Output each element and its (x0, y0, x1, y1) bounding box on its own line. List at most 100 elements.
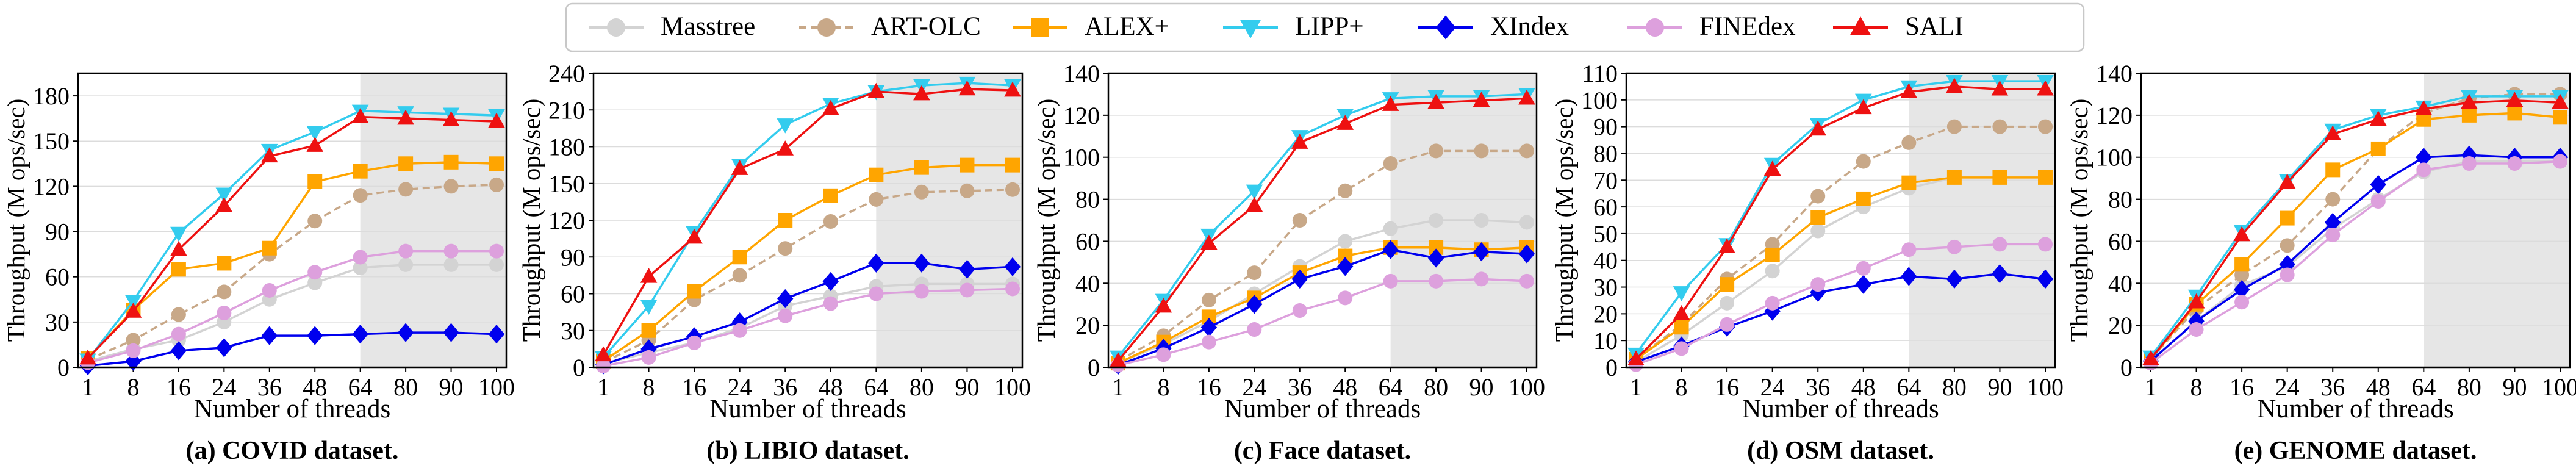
data-point (2325, 162, 2341, 178)
series-line (87, 110, 497, 361)
x-tick-label: 16 (1715, 373, 1739, 401)
chart-title: (c) Face dataset. (1234, 437, 1411, 465)
x-axis-label: Number of threads (1224, 395, 1421, 423)
data-point (488, 112, 505, 128)
data-point (913, 253, 930, 273)
legend: Masstree ART-OLC ALEX+ LIPP+ XIndex FINEdex SA… (565, 2, 2085, 52)
data-point (352, 325, 368, 344)
x-tick-label: 80 (1424, 373, 1448, 401)
y-tick-label: 50 (1593, 220, 1618, 248)
x-tick-label: 64 (1896, 373, 1921, 401)
y-tick-label: 20 (1593, 300, 1618, 328)
series-line (1118, 149, 1527, 362)
y-tick-label: 10 (1593, 327, 1618, 354)
data-point (641, 323, 656, 338)
series-line (1117, 93, 1527, 358)
data-point (1338, 234, 1353, 249)
series-line (1635, 125, 2045, 361)
series-line (2150, 99, 2561, 360)
data-point (1720, 295, 1735, 311)
data-point (260, 147, 278, 163)
data-point (1474, 213, 1489, 228)
series-line (603, 189, 1013, 364)
data-point (1720, 277, 1735, 292)
data-point (2553, 110, 2567, 125)
data-point (171, 307, 186, 322)
y-tick-label: 40 (1075, 270, 1100, 297)
data-point (913, 85, 930, 101)
data-point (170, 341, 187, 361)
data-point (2507, 156, 2522, 171)
data-point (443, 243, 459, 259)
data-point (777, 289, 794, 309)
y-tick-label: 110 (1582, 60, 1618, 87)
x-tick-label: 24 (728, 373, 752, 401)
data-point (1247, 322, 1262, 337)
data-point (2325, 228, 2341, 243)
data-point (262, 282, 277, 298)
x-tick-label: 24 (2275, 373, 2300, 401)
data-point (1383, 221, 1398, 236)
legend-item-xindex: XIndex (1418, 12, 1569, 41)
data-point (1473, 92, 1490, 107)
y-tick-label: 90 (561, 243, 585, 271)
data-point (1674, 341, 1689, 356)
x-axis-label: Number of threads (194, 395, 390, 423)
data-point (1429, 273, 1444, 289)
x-tick-label: 90 (1987, 373, 2012, 401)
x-tick-label: 1 (2145, 373, 2157, 401)
data-point (1338, 183, 1353, 198)
data-point (1005, 182, 1020, 197)
x-axis-label: Number of threads (1742, 395, 1939, 423)
x-tick-label: 90 (2502, 373, 2527, 401)
y-tick-label: 0 (573, 354, 585, 381)
data-point (1673, 304, 1690, 320)
data-point (1383, 273, 1398, 289)
legend-marker (1240, 20, 1261, 38)
data-point (1429, 213, 1444, 228)
data-point (171, 262, 186, 277)
data-point (1382, 96, 1399, 111)
x-tick-label: 16 (167, 373, 191, 401)
legend-item-sali: SALI (1833, 12, 1964, 41)
data-point (914, 284, 929, 299)
data-point (914, 160, 929, 175)
data-point (959, 259, 975, 279)
data-point (1674, 320, 1689, 335)
x-tick-label: 8 (2190, 373, 2203, 401)
data-point (1855, 275, 1871, 294)
shaded-region (1909, 73, 2055, 367)
data-point (1246, 184, 1263, 200)
series-line (1635, 176, 2045, 361)
data-point (79, 349, 96, 365)
data-point (217, 256, 232, 271)
data-point (914, 184, 929, 200)
x-axis-label: Number of threads (709, 395, 906, 423)
data-point (353, 260, 368, 275)
data-point (171, 326, 186, 342)
series-sali (1110, 89, 1535, 367)
x-tick-label: 1 (597, 373, 609, 401)
data-point (1901, 242, 1917, 257)
series-line (602, 88, 1013, 356)
data-point (1810, 223, 1826, 239)
data-point (306, 137, 324, 152)
data-point (2280, 210, 2295, 226)
data-point (353, 164, 368, 179)
data-point (1005, 157, 1020, 173)
y-tick-label: 210 (548, 96, 585, 124)
chart-panel-1: 0 30 60 90 120 150 180 1 8 16 24 36 48 64 80 90 100 Throu… (2, 72, 515, 465)
data-point (124, 303, 142, 318)
data-point (2189, 322, 2204, 337)
x-tick-label: 64 (2411, 373, 2436, 401)
x-tick-label: 100 (1509, 373, 1545, 401)
plot-frame (1107, 72, 1538, 369)
y-tick-label: 80 (1593, 140, 1618, 167)
data-point (1337, 257, 1354, 276)
data-point (2461, 107, 2477, 123)
legend-marker (607, 18, 625, 37)
y-axis-label: Throughput (M ops/sec) (517, 99, 545, 342)
shaded-region (2424, 73, 2570, 367)
chart-title: (b) LIBIO dataset. (706, 437, 909, 465)
